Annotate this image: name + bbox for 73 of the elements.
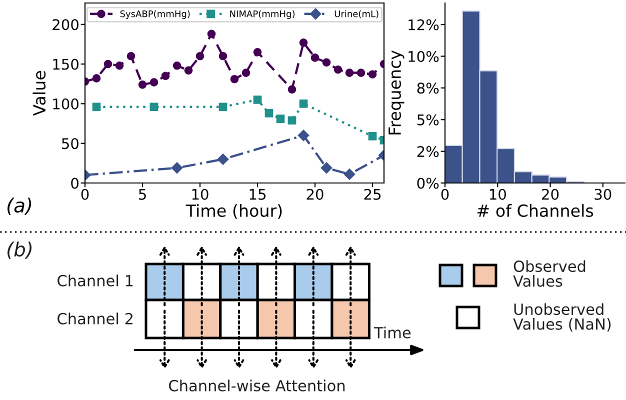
- y-tick-label: 0%: [417, 178, 439, 189]
- y-tick-label: 50: [62, 138, 78, 150]
- point: [322, 58, 331, 67]
- point: [368, 70, 377, 79]
- point: [218, 52, 228, 60]
- legend-label: Urine(mL): [334, 10, 378, 18]
- point: [150, 102, 158, 112]
- y-tick-label: 5%: [417, 114, 439, 126]
- x-tick-label: 25: [364, 188, 381, 200]
- y-tick-label: 150: [53, 58, 78, 70]
- point: [334, 65, 342, 74]
- point: [218, 102, 228, 112]
- point: [92, 74, 101, 82]
- point: [171, 162, 183, 174]
- text: (b): [8, 242, 32, 259]
- point: [138, 80, 147, 89]
- x-tick-label: 5: [138, 189, 146, 200]
- text: Time: [374, 326, 411, 338]
- point: [288, 85, 296, 94]
- text: (a): [8, 198, 32, 215]
- text: Unobserved Values (NaN): [513, 303, 611, 332]
- point: [184, 66, 193, 75]
- point: [207, 30, 216, 38]
- point: [298, 130, 310, 142]
- point: [345, 68, 354, 77]
- y-tick-label: 100: [53, 98, 78, 110]
- point: [368, 132, 377, 140]
- x-tick-label: 20: [306, 188, 324, 200]
- y-tick-label: 10%: [408, 50, 439, 62]
- text: Channel 2: [58, 312, 132, 324]
- legend-label: NIMAP(mmHg): [230, 10, 294, 19]
- x-tick-label: 15: [250, 189, 266, 200]
- y-tick-label: 200: [52, 19, 78, 30]
- x-tick-label: 10: [490, 188, 506, 200]
- point: [320, 162, 332, 174]
- point: [217, 154, 229, 165]
- legend-label: SysABP(mmHg): [120, 10, 190, 19]
- y-tick-label: 12%: [408, 19, 439, 30]
- point: [310, 54, 320, 62]
- y-axis-title: Value: [32, 71, 46, 116]
- point: [172, 61, 182, 70]
- x-axis-title: # of Channels: [477, 204, 594, 217]
- point: [253, 96, 262, 104]
- x-tick-label: 0: [441, 188, 449, 200]
- x-tick-label: 20: [542, 188, 559, 200]
- point: [299, 100, 308, 108]
- y-tick-label: 0: [71, 178, 78, 189]
- point: [356, 68, 366, 77]
- point: [196, 52, 204, 60]
- text: Channel 1: [58, 274, 133, 286]
- point: [253, 48, 262, 56]
- point: [126, 52, 136, 60]
- point: [299, 38, 308, 47]
- point: [92, 102, 101, 112]
- y-tick-label: 2%: [417, 146, 439, 158]
- point: [230, 74, 239, 84]
- point: [161, 72, 170, 80]
- x-axis-title: Time (hour): [186, 204, 282, 219]
- point: [288, 116, 296, 125]
- y-axis-title: Frequency: [388, 50, 404, 134]
- text: Observed Values: [513, 260, 586, 287]
- point: [115, 61, 124, 70]
- point: [104, 60, 112, 68]
- x-tick-label: 10: [192, 188, 208, 200]
- point: [242, 68, 250, 77]
- point: [276, 114, 285, 123]
- x-tick-label: 30: [594, 188, 612, 200]
- text: Channel-wise Attention: [169, 380, 345, 392]
- x-tick-label: 0: [81, 188, 89, 200]
- y-tick-label: 8%: [417, 82, 439, 94]
- point: [344, 168, 356, 180]
- point: [264, 109, 274, 118]
- point: [150, 78, 158, 86]
